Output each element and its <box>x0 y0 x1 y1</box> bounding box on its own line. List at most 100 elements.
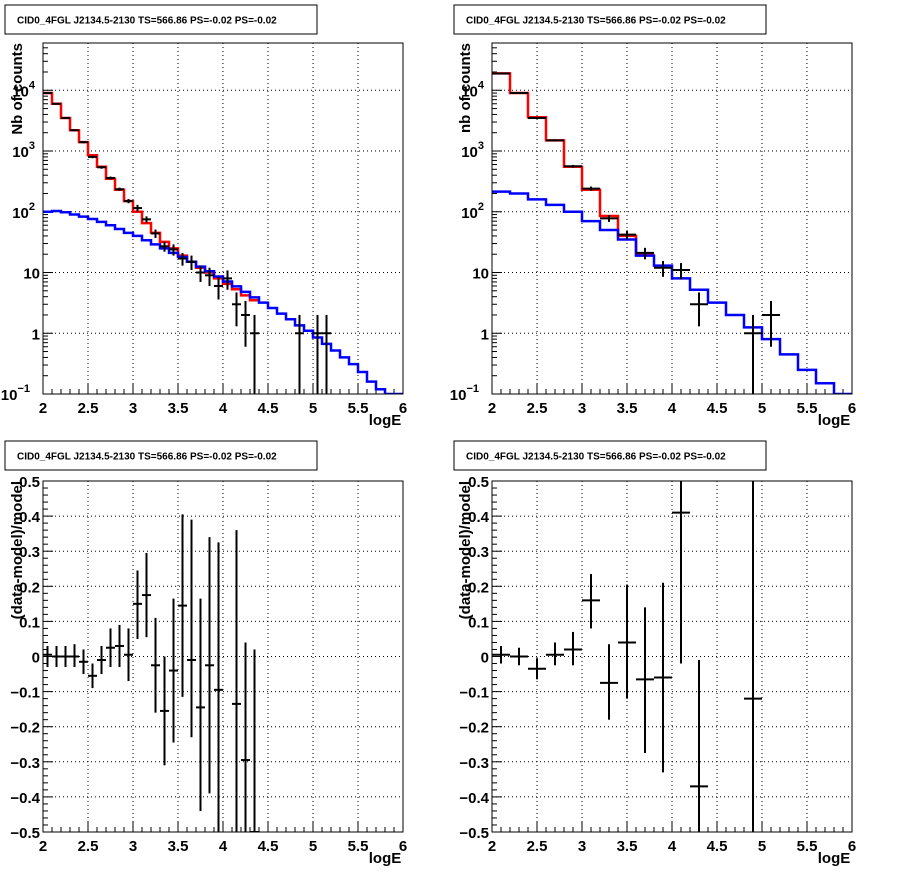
y-tick-label: 0.3 <box>19 544 40 561</box>
y-tick-label: −0.2 <box>459 720 489 737</box>
y-tick-label: −0.1 <box>459 685 489 702</box>
x-tick-label: 2 <box>488 838 496 855</box>
data-point <box>160 241 169 252</box>
data-point <box>205 267 214 286</box>
title-box <box>4 440 318 471</box>
x-tick-label: 5 <box>758 838 766 855</box>
data-point <box>61 645 70 668</box>
data-point <box>690 660 708 832</box>
x-tick-label: 5 <box>309 400 317 417</box>
chart-title: CID0_4FGL J2134.5-2130 TS=566.86 PS=-0.0… <box>17 16 277 27</box>
data-point <box>618 584 636 699</box>
x-axis-title: logE <box>818 850 851 867</box>
data-point <box>79 649 88 675</box>
x-tick-label: 2.5 <box>78 400 99 417</box>
y-tick-label: 1 <box>481 326 489 343</box>
data-point <box>492 645 510 664</box>
model-source-histogram <box>492 190 852 394</box>
data-point <box>133 570 142 639</box>
y-tick-exponent: −1 <box>466 383 479 395</box>
data-point <box>142 552 151 638</box>
x-axis-title: logE <box>369 850 402 867</box>
x-tick-label: 2 <box>39 838 47 855</box>
data-point <box>88 155 97 159</box>
data-point <box>510 92 528 95</box>
y-tick-label: 0.3 <box>468 544 489 561</box>
data-point <box>160 656 169 766</box>
data-point <box>744 481 762 832</box>
y-tick-label: −0.4 <box>10 790 40 807</box>
data-point <box>600 215 618 222</box>
data-point <box>70 129 79 132</box>
x-tick-label: 3 <box>129 838 137 855</box>
data-point <box>151 229 160 238</box>
data-point <box>241 300 250 347</box>
chart-title: CID0_4FGL J2134.5-2130 TS=566.86 PS=-0.0… <box>466 452 726 463</box>
y-tick-base: 10 <box>12 83 29 100</box>
title-box <box>4 4 318 35</box>
data-point <box>70 644 79 668</box>
data-point <box>205 537 214 794</box>
chart-panel-2: CID0_4FGL J2134.5-2130 TS=566.86 PS=-0.0… <box>450 4 856 429</box>
data-point <box>124 628 133 682</box>
y-tick-base: 10 <box>461 205 478 222</box>
data-point <box>43 92 52 95</box>
plot-frame <box>42 42 404 395</box>
x-tick-label: 4.5 <box>258 838 279 855</box>
title-box <box>453 440 767 471</box>
data-point <box>187 255 196 270</box>
data-point <box>151 617 160 713</box>
data-point <box>690 292 708 327</box>
data-point <box>115 624 124 668</box>
y-tick-base: 10 <box>461 144 478 161</box>
data-point <box>636 607 654 754</box>
data-point <box>178 514 187 697</box>
y-tick-base: 10 <box>12 205 29 222</box>
data-point <box>52 645 61 668</box>
data-point <box>564 631 582 666</box>
data-point <box>61 116 70 119</box>
x-tick-label: 4 <box>668 838 677 855</box>
x-tick-label: 2.5 <box>527 838 548 855</box>
data-point <box>492 72 510 75</box>
data-point <box>528 116 546 119</box>
x-tick-label: 4.5 <box>707 838 728 855</box>
chart-panel-3: CID0_4FGL J2134.5-2130 TS=566.86 PS=-0.0… <box>4 440 407 867</box>
x-tick-label: 2.5 <box>527 400 548 417</box>
x-tick-label: 6 <box>848 400 856 417</box>
y-tick-exponent: 2 <box>478 201 484 213</box>
data-point <box>106 176 115 180</box>
y-tick-label: 0 <box>481 650 489 667</box>
chart-title: CID0_4FGL J2134.5-2130 TS=566.86 PS=-0.0… <box>466 16 726 27</box>
data-point <box>97 645 106 675</box>
title-box <box>453 4 767 35</box>
plot-frame <box>42 480 404 833</box>
plot-frame <box>491 42 853 395</box>
plot-area <box>492 481 762 832</box>
x-tick-label: 3 <box>129 400 137 417</box>
y-tick-label: 0.1 <box>468 614 489 631</box>
data-point <box>546 642 564 666</box>
y-tick-exponent: 4 <box>478 79 485 91</box>
x-tick-label: 3.5 <box>168 838 189 855</box>
data-point <box>250 649 259 832</box>
data-point <box>654 260 672 277</box>
y-axis-title: (data-model)/model <box>457 481 474 619</box>
y-tick-label: 0.1 <box>19 614 40 631</box>
y-tick-label: 1 <box>32 326 40 343</box>
data-point <box>232 292 241 327</box>
model-source-histogram <box>43 209 403 394</box>
data-point <box>169 244 178 256</box>
y-tick-exponent: 4 <box>29 79 36 91</box>
y-tick-label: −0.3 <box>459 755 489 772</box>
data-point <box>196 265 205 282</box>
y-tick-base: 10 <box>1 387 18 404</box>
y-tick-exponent: 3 <box>478 140 484 152</box>
data-point <box>133 204 142 212</box>
x-tick-label: 5.5 <box>797 838 818 855</box>
x-tick-label: 5 <box>758 400 766 417</box>
data-point <box>600 644 618 720</box>
y-tick-exponent: 2 <box>29 201 35 213</box>
data-point <box>43 645 52 668</box>
